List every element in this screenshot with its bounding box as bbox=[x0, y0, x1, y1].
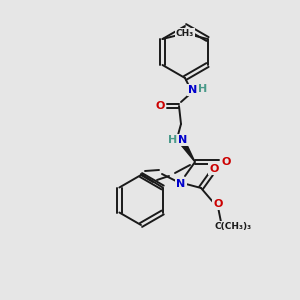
Polygon shape bbox=[181, 142, 195, 162]
Text: O: O bbox=[221, 157, 231, 167]
Text: O: O bbox=[213, 199, 223, 209]
Text: CH₃: CH₃ bbox=[176, 28, 195, 38]
Text: CH₃: CH₃ bbox=[176, 28, 194, 38]
Text: O: O bbox=[209, 164, 219, 174]
Text: H: H bbox=[198, 84, 208, 94]
Text: N: N bbox=[188, 85, 198, 95]
Text: H: H bbox=[168, 135, 178, 145]
Text: C(CH₃)₃: C(CH₃)₃ bbox=[214, 221, 252, 230]
Text: O: O bbox=[155, 101, 165, 111]
Text: N: N bbox=[176, 179, 186, 189]
Text: N: N bbox=[178, 135, 188, 145]
